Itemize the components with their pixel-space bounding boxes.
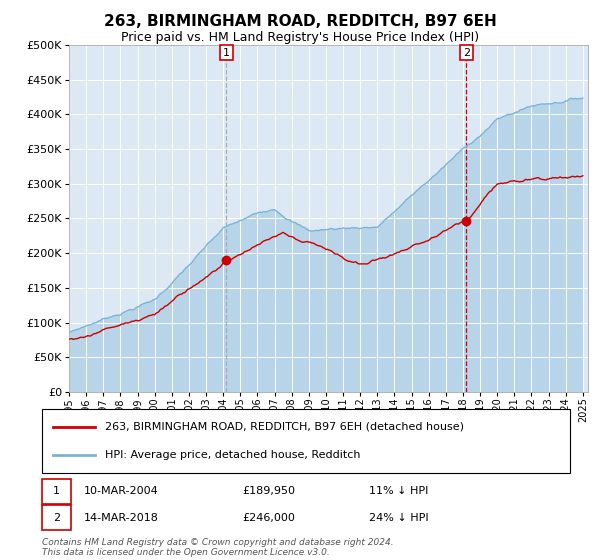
FancyBboxPatch shape (42, 479, 71, 504)
Text: HPI: Average price, detached house, Redditch: HPI: Average price, detached house, Redd… (106, 450, 361, 460)
FancyBboxPatch shape (42, 505, 71, 530)
Text: £246,000: £246,000 (242, 513, 296, 522)
Text: 2: 2 (463, 48, 470, 58)
Text: Price paid vs. HM Land Registry's House Price Index (HPI): Price paid vs. HM Land Registry's House … (121, 31, 479, 44)
Text: 14-MAR-2018: 14-MAR-2018 (84, 513, 159, 522)
Text: £189,950: £189,950 (242, 487, 296, 496)
Text: 11% ↓ HPI: 11% ↓ HPI (370, 487, 429, 496)
Text: 263, BIRMINGHAM ROAD, REDDITCH, B97 6EH (detached house): 263, BIRMINGHAM ROAD, REDDITCH, B97 6EH … (106, 422, 464, 432)
Text: 1: 1 (53, 487, 60, 496)
Text: 1: 1 (223, 48, 230, 58)
Text: 263, BIRMINGHAM ROAD, REDDITCH, B97 6EH: 263, BIRMINGHAM ROAD, REDDITCH, B97 6EH (104, 14, 496, 29)
Text: 24% ↓ HPI: 24% ↓ HPI (370, 513, 429, 522)
Text: 2: 2 (53, 513, 60, 522)
Text: 10-MAR-2004: 10-MAR-2004 (84, 487, 159, 496)
Text: Contains HM Land Registry data © Crown copyright and database right 2024.
This d: Contains HM Land Registry data © Crown c… (42, 538, 394, 557)
